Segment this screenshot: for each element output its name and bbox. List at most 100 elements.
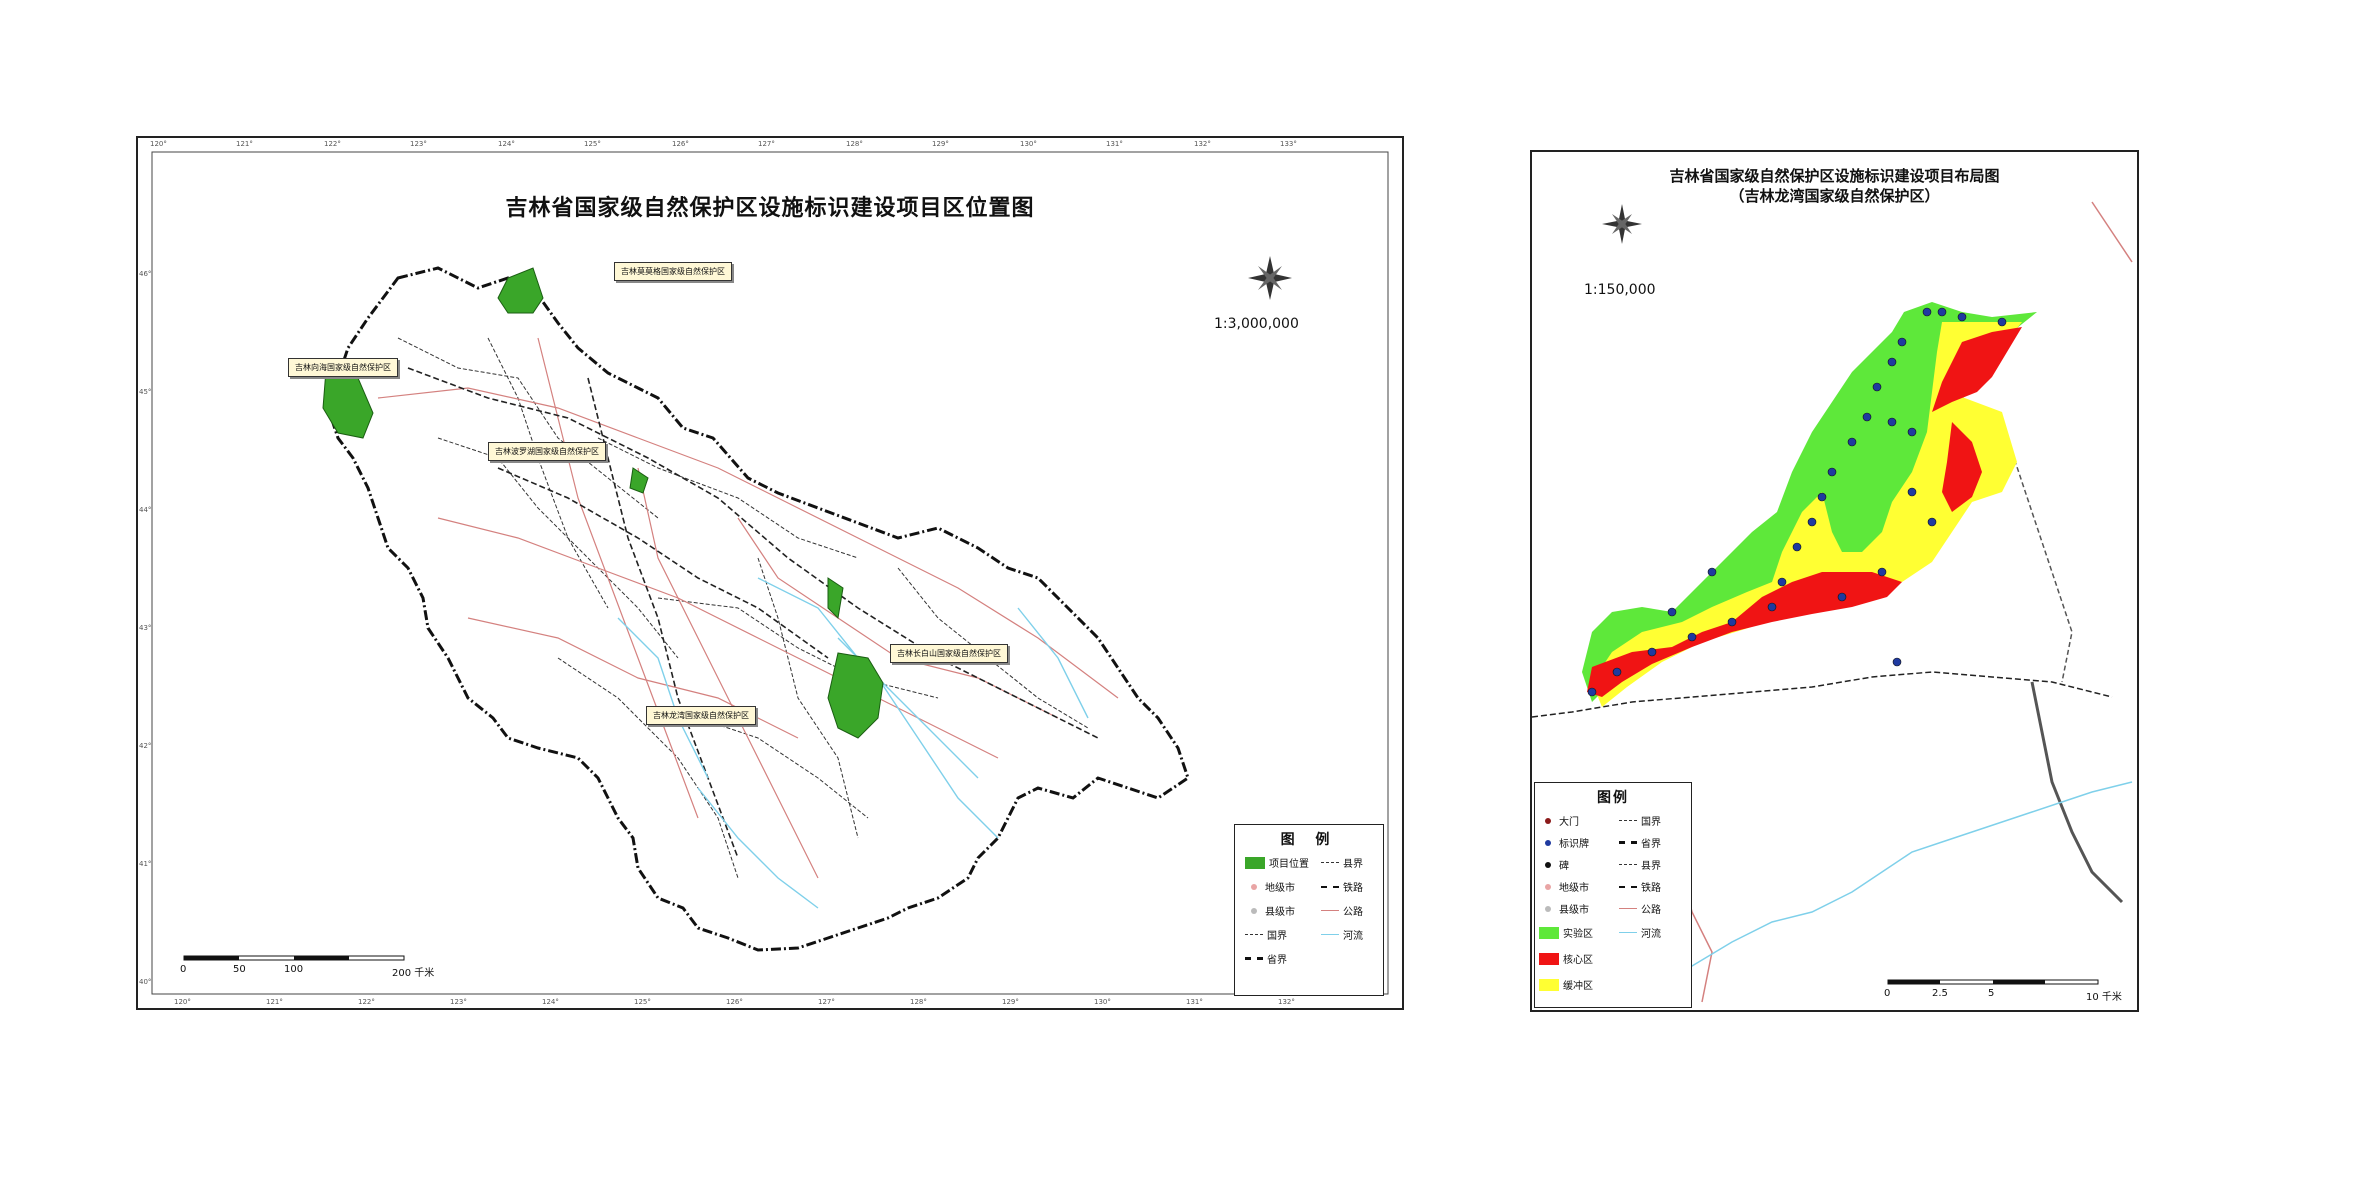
tick-left-5: 41° [139, 860, 152, 868]
tick-left-3: 43° [139, 624, 152, 632]
tick-top-1: 121° [236, 140, 253, 148]
left-legend: 图 例 项目位置 县界 地级市 铁路 县级市 公路 国界 河流 省界 [1234, 824, 1384, 996]
road-line-icon [1619, 908, 1637, 909]
callout-boluohu: 吉林波罗湖国家级自然保护区 [488, 442, 606, 461]
tick-top-2: 122° [324, 140, 341, 148]
zone-buffer [1592, 322, 2022, 707]
tick-top-12: 132° [1194, 140, 1211, 148]
legend-item-prefecture: 地级市 [1245, 879, 1295, 894]
scalebar-left-3: 200 千米 [392, 968, 435, 979]
tick-top-10: 130° [1020, 140, 1037, 148]
tick-bottom-6: 126° [726, 998, 743, 1006]
tick-left-1: 45° [139, 388, 152, 396]
stele-dot-icon [1545, 861, 1551, 868]
scalebar-left-0: 0 [180, 964, 187, 975]
gate-dot-icon [1545, 817, 1551, 824]
dashed-line-icon [1619, 864, 1637, 865]
tick-bottom-2: 122° [358, 998, 375, 1006]
tick-bottom-0: 120° [174, 998, 191, 1006]
legend-item-core: 核心区 [1539, 951, 1593, 966]
province-line-icon [1245, 957, 1263, 960]
right-map-title: 吉林省国家级自然保护区设施标识建设项目布局图 （吉林龙湾国家级自然保护区） [1532, 166, 2137, 206]
legend-item-railway-r: 铁路 [1619, 879, 1661, 894]
tick-left-0: 46° [139, 270, 152, 278]
river-line-icon [1321, 934, 1339, 935]
tick-top-3: 123° [410, 140, 427, 148]
green-swatch-icon [1245, 856, 1265, 869]
tick-bottom-8: 128° [910, 998, 927, 1006]
province-map-svg [151, 151, 1389, 995]
tick-bottom-11: 131° [1186, 998, 1203, 1006]
north-arrow-right [1602, 204, 1642, 244]
right-legend-title: 图例 [1597, 790, 1629, 806]
scale-bar-left [183, 955, 405, 961]
callout-momoge: 吉林莫莫格国家级自然保护区 [614, 262, 732, 281]
callout-changbaishan: 吉林长白山国家级自然保护区 [890, 644, 1008, 663]
scalebar-right-0: 0 [1884, 988, 1891, 999]
railway-line-icon [1619, 885, 1637, 888]
legend-item-buffer: 缓冲区 [1539, 977, 1593, 992]
tick-top-4: 124° [498, 140, 515, 148]
legend-item-gate: 大门 [1539, 813, 1579, 828]
dot-icon [1251, 883, 1257, 890]
legend-item-stele: 碑 [1539, 857, 1569, 872]
legend-item-province-border: 省界 [1245, 951, 1287, 966]
site-boluohu [629, 467, 649, 494]
tick-bottom-9: 129° [1002, 998, 1019, 1006]
river-line [1631, 781, 2133, 1003]
site-momoge [497, 267, 544, 314]
sign-dot-icon [1545, 839, 1551, 846]
right-map-title-line2: （吉林龙湾国家级自然保护区） [1729, 187, 1940, 205]
tick-bottom-3: 123° [450, 998, 467, 1006]
reserve-layout-map: 吉林省国家级自然保护区设施标识建设项目布局图 （吉林龙湾国家级自然保护区） 1:… [1530, 150, 2139, 1012]
reserve-map-svg [1532, 201, 2133, 1003]
tick-bottom-4: 124° [542, 998, 559, 1006]
legend-item-prefecture-r: 地级市 [1539, 879, 1589, 894]
tick-top-9: 129° [932, 140, 949, 148]
dot-icon [1545, 905, 1551, 912]
left-map-scale: 1:3,000,000 [1214, 316, 1299, 332]
tick-bottom-10: 130° [1094, 998, 1111, 1006]
callout-xianghai: 吉林向海国家级自然保护区 [288, 358, 398, 377]
tick-bottom-5: 125° [634, 998, 651, 1006]
green-swatch-icon [1539, 926, 1559, 939]
road-line-icon [1321, 910, 1339, 911]
zone-core [1587, 327, 2022, 697]
right-legend: 图例 大门 国界 标识牌 省界 碑 县界 地级市 铁路 县级市 公路 实验区 河… [1534, 782, 1692, 1008]
tick-left-2: 44° [139, 506, 152, 514]
tick-top-13: 133° [1280, 140, 1297, 148]
legend-item-county-city: 县级市 [1245, 903, 1295, 918]
legend-item-road: 公路 [1321, 903, 1363, 918]
province-location-map: 吉林省国家级自然保护区设施标识建设项目区位置图 1:3,000,000 120°… [136, 136, 1404, 1010]
project-sites [322, 267, 884, 739]
zone-experimental [1582, 302, 2037, 702]
scalebar-right-1: 2.5 [1932, 988, 1948, 999]
tick-top-6: 126° [672, 140, 689, 148]
province-line-icon [1619, 841, 1637, 844]
tick-bottom-12: 132° [1278, 998, 1295, 1006]
dashed-line-icon [1321, 862, 1339, 863]
tick-top-0: 120° [150, 140, 167, 148]
tick-top-5: 125° [584, 140, 601, 148]
scalebar-right-3: 10 千米 [2086, 992, 2122, 1003]
legend-item-experimental: 实验区 [1539, 925, 1593, 940]
railway-line-icon [1321, 885, 1339, 888]
red-swatch-icon [1539, 952, 1559, 965]
scalebar-left-1: 50 [233, 964, 246, 975]
tick-bottom-1: 121° [266, 998, 283, 1006]
sign-markers [1587, 307, 2007, 697]
river-line-icon [1619, 932, 1637, 933]
tick-left-4: 42° [139, 742, 152, 750]
right-map-title-line1: 吉林省国家级自然保护区设施标识建设项目布局图 [1669, 167, 2000, 185]
legend-item-project: 项目位置 [1245, 855, 1309, 870]
legend-item-national-border: 国界 [1245, 927, 1287, 942]
site-xianghai [322, 369, 374, 439]
legend-item-province-border-r: 省界 [1619, 835, 1661, 850]
tick-bottom-7: 127° [818, 998, 835, 1006]
legend-item-river: 河流 [1321, 927, 1363, 942]
callout-longwan: 吉林龙湾国家级自然保护区 [646, 706, 756, 725]
legend-item-sign: 标识牌 [1539, 835, 1589, 850]
border-line-icon [1245, 934, 1263, 935]
tick-top-8: 128° [846, 140, 863, 148]
legend-item-national-border-r: 国界 [1619, 813, 1661, 828]
